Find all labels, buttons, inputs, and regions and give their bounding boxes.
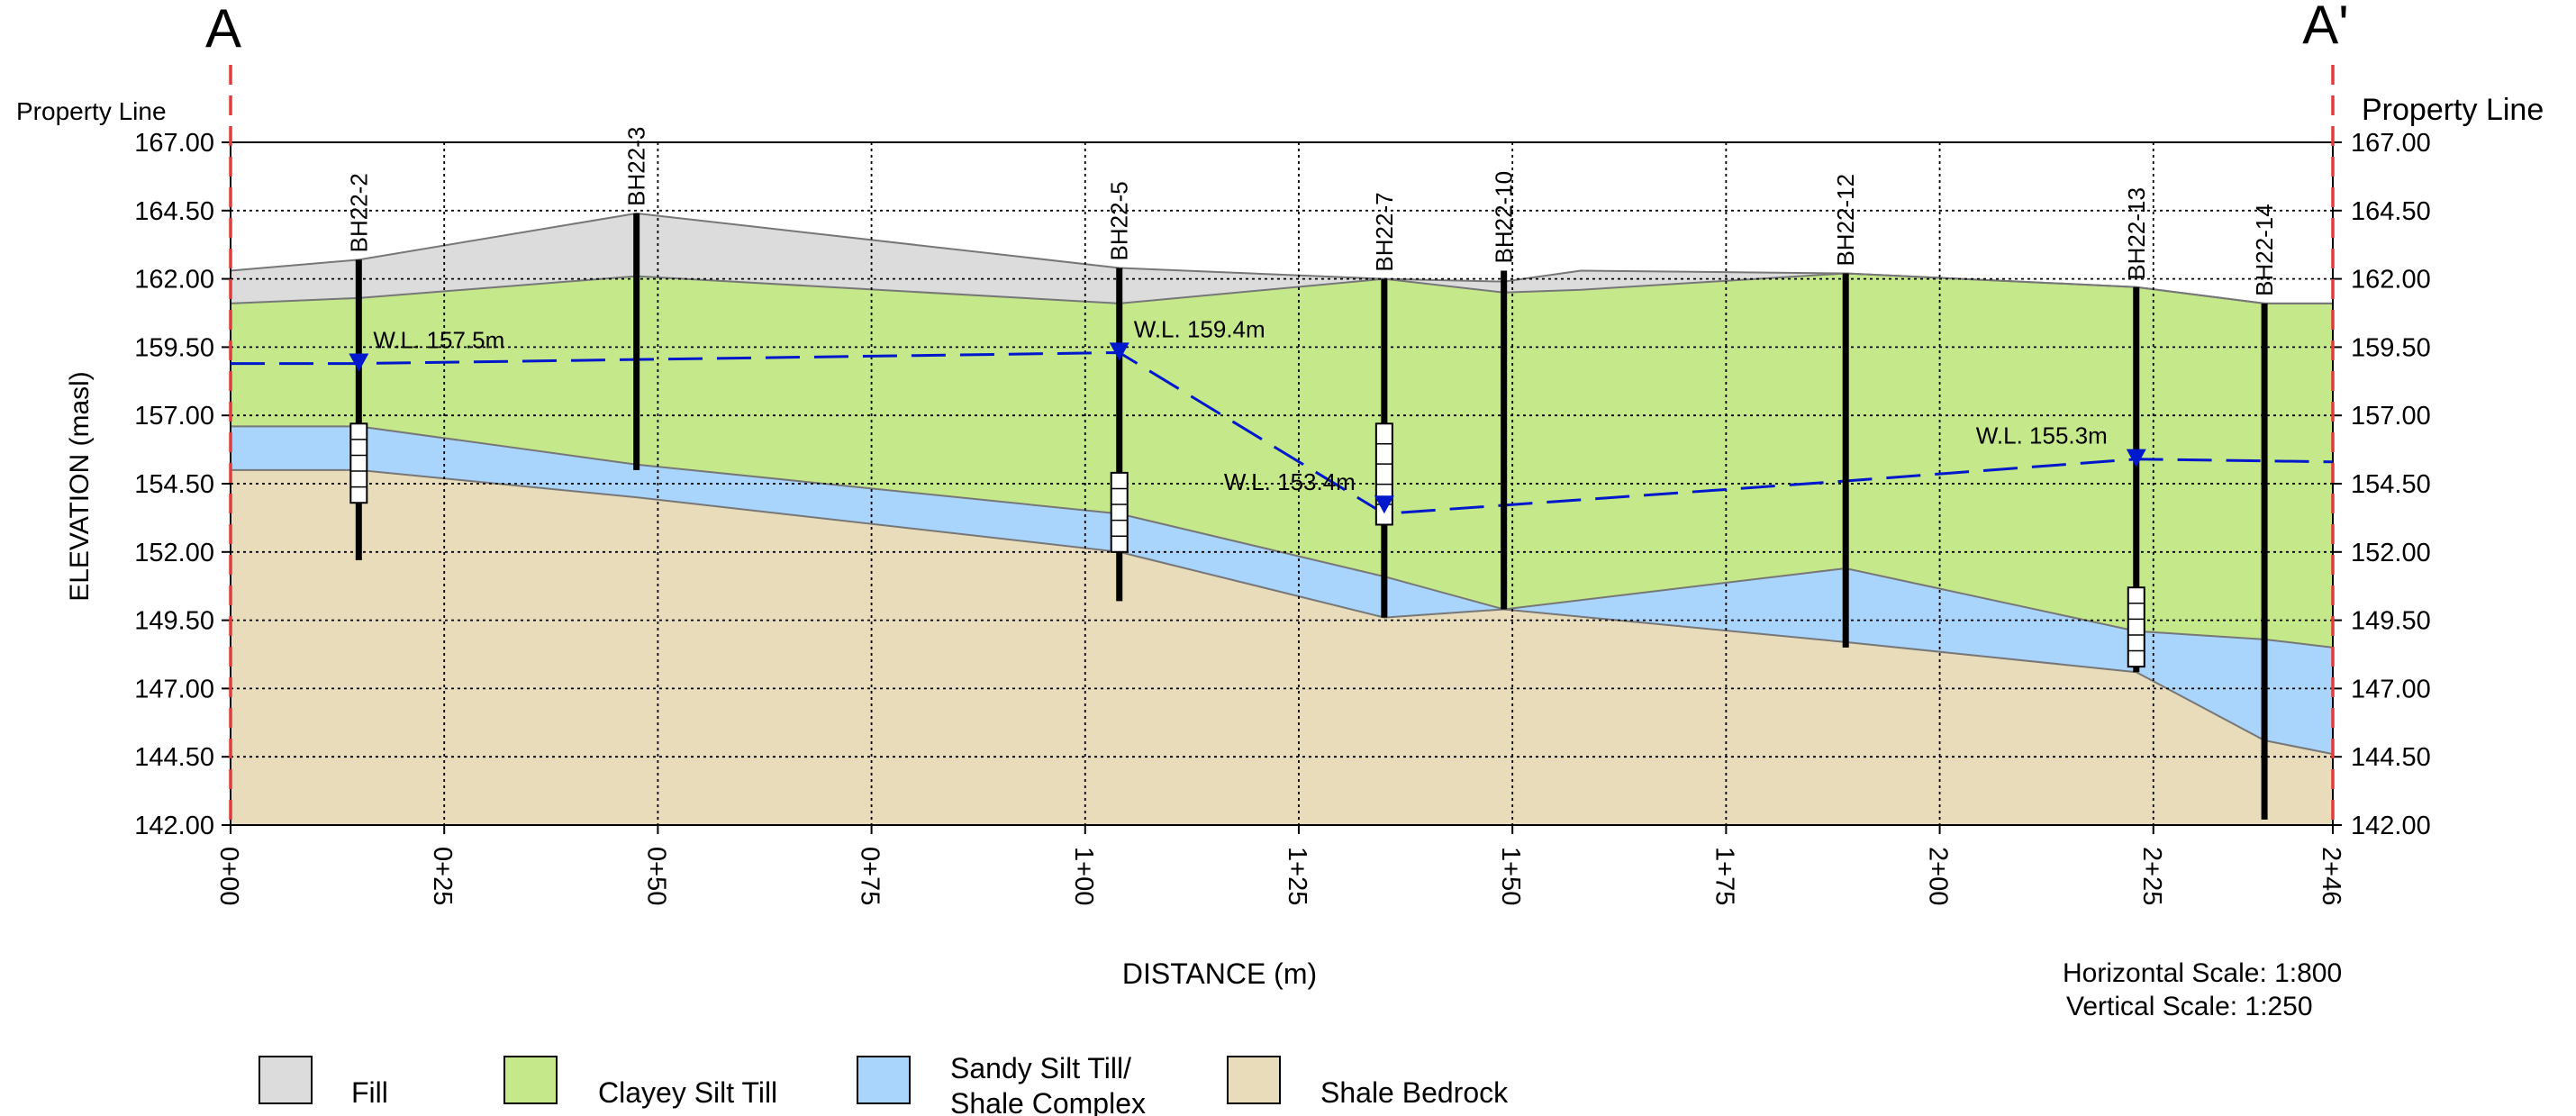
water-level-marker	[1109, 342, 1129, 361]
legend-label-sandy-silt-till-line2: Shale Complex	[950, 1087, 1146, 1116]
y-tick-label-right: 149.50	[2351, 607, 2431, 636]
water-level-label: W.L. 157.5m	[373, 327, 504, 354]
horizontal-scale-note: Horizontal Scale: 1:800	[2063, 958, 2342, 988]
well-screen	[1110, 471, 1129, 553]
layer-sandy-silt-till	[231, 426, 2333, 755]
y-tick-label-right: 157.00	[2351, 402, 2431, 431]
x-tick-label: 2+25	[2137, 847, 2166, 905]
y-tick-label-right: 152.00	[2351, 539, 2431, 567]
till-base-line	[231, 425, 2334, 649]
water-level-label: W.L. 153.4m	[1224, 468, 1356, 495]
legend-label-clayey-silt-till: Clayey Silt Till	[598, 1076, 777, 1109]
section-label-right: A'	[2302, 0, 2348, 55]
x-tick-label: 0+75	[856, 847, 884, 905]
legend-swatch-clayey-silt-till	[503, 1056, 558, 1104]
property-line-label-left: Property Line	[16, 97, 167, 125]
vertical-scale-note: Vertical Scale: 1:250	[2066, 992, 2313, 1021]
water-level-label: W.L. 155.3m	[1976, 422, 2108, 449]
borehole-label: BH22-7	[1371, 192, 1398, 271]
y-tick-label-left: 147.00	[134, 675, 214, 703]
y-tick-label-left: 157.00	[134, 402, 214, 431]
y-tick-label-right: 164.50	[2351, 197, 2431, 226]
y-tick-label-left: 162.00	[134, 266, 214, 295]
x-tick-label: 0+25	[428, 847, 457, 905]
y-tick-label-right: 154.50	[2351, 470, 2431, 499]
y-tick-label-left: 154.50	[134, 470, 214, 499]
well-screen	[349, 422, 368, 504]
water-level-label: W.L. 159.4m	[1134, 315, 1265, 342]
legend-label-shale-bedrock: Shale Bedrock	[1320, 1076, 1509, 1109]
y-tick-label-right: 142.00	[2351, 812, 2431, 840]
y-tick-label-right: 144.50	[2351, 743, 2431, 772]
borehole-label: BH22-12	[1832, 174, 1859, 267]
y-tick-label-left: 149.50	[134, 607, 214, 636]
legend-label-fill: Fill	[351, 1076, 388, 1109]
property-line-label-right: Property Line	[2362, 93, 2544, 127]
water-level-marker	[2126, 449, 2146, 467]
x-tick-label: 0+50	[641, 847, 670, 905]
water-level-marker	[349, 353, 369, 372]
borehole-label: BH22-2	[345, 173, 372, 252]
x-tick-label: 1+00	[1069, 847, 1098, 905]
layer-shale-bedrock	[231, 469, 2333, 825]
geology-layers	[230, 212, 2334, 825]
y-tick-label-left: 164.50	[134, 197, 214, 226]
borehole-label: BH22-3	[623, 127, 650, 206]
y-tick-label-right: 167.00	[2351, 129, 2431, 158]
grid-lines	[230, 141, 2334, 826]
legend-label-sandy-silt-till-line1: Sandy Silt Till/	[950, 1052, 1131, 1084]
x-tick-label: 2+00	[1924, 847, 1953, 905]
section-label-left: A	[205, 0, 241, 59]
y-tick-label-left: 144.50	[134, 743, 214, 772]
x-tick-label: 2+46	[2317, 847, 2345, 905]
borehole-label: BH22-13	[2123, 187, 2150, 280]
legend-swatch-fill	[259, 1056, 313, 1104]
x-tick-label: 1+75	[1710, 847, 1738, 905]
borehole-label: BH22-14	[2251, 204, 2278, 296]
legend-swatch-shale-bedrock	[1227, 1056, 1281, 1104]
boreholes: BH22-2 BH22-3 BH22-5 BH22-7 BH22-10 BH22-12 BH…	[345, 127, 2278, 820]
y-tick-label-left: 167.00	[134, 129, 214, 158]
layer-clayey-silt-till	[231, 273, 2333, 648]
borehole-label: BH22-10	[1491, 171, 1518, 264]
y-axis-label: ELEVATION (masl)	[65, 371, 95, 602]
x-tick-label: 0+00	[214, 847, 243, 905]
y-tick-label-right: 159.50	[2351, 333, 2431, 362]
y-tick-label-left: 159.50	[134, 333, 214, 362]
x-tick-label: 1+50	[1496, 847, 1525, 905]
axes: 167.00 167.00 164.50 164.50 162.00 162.00 159.…	[134, 129, 2430, 905]
legend-swatch-sandy-silt-till	[857, 1056, 911, 1104]
well-screen	[2127, 586, 2145, 668]
x-axis-label: DISTANCE (m)	[1122, 957, 1317, 990]
legend: Fill Clayey Silt Till Sandy Silt Till/ S…	[259, 1052, 1509, 1116]
borehole-label: BH22-5	[1106, 181, 1133, 260]
y-tick-label-left: 152.00	[134, 539, 214, 567]
y-tick-label-left: 142.00	[134, 812, 214, 840]
y-tick-label-right: 162.00	[2351, 266, 2431, 295]
layer-fill	[231, 213, 2333, 304]
y-tick-label-right: 147.00	[2351, 675, 2431, 703]
water-level-marker	[1374, 495, 1394, 514]
x-tick-label: 1+25	[1283, 847, 1311, 905]
